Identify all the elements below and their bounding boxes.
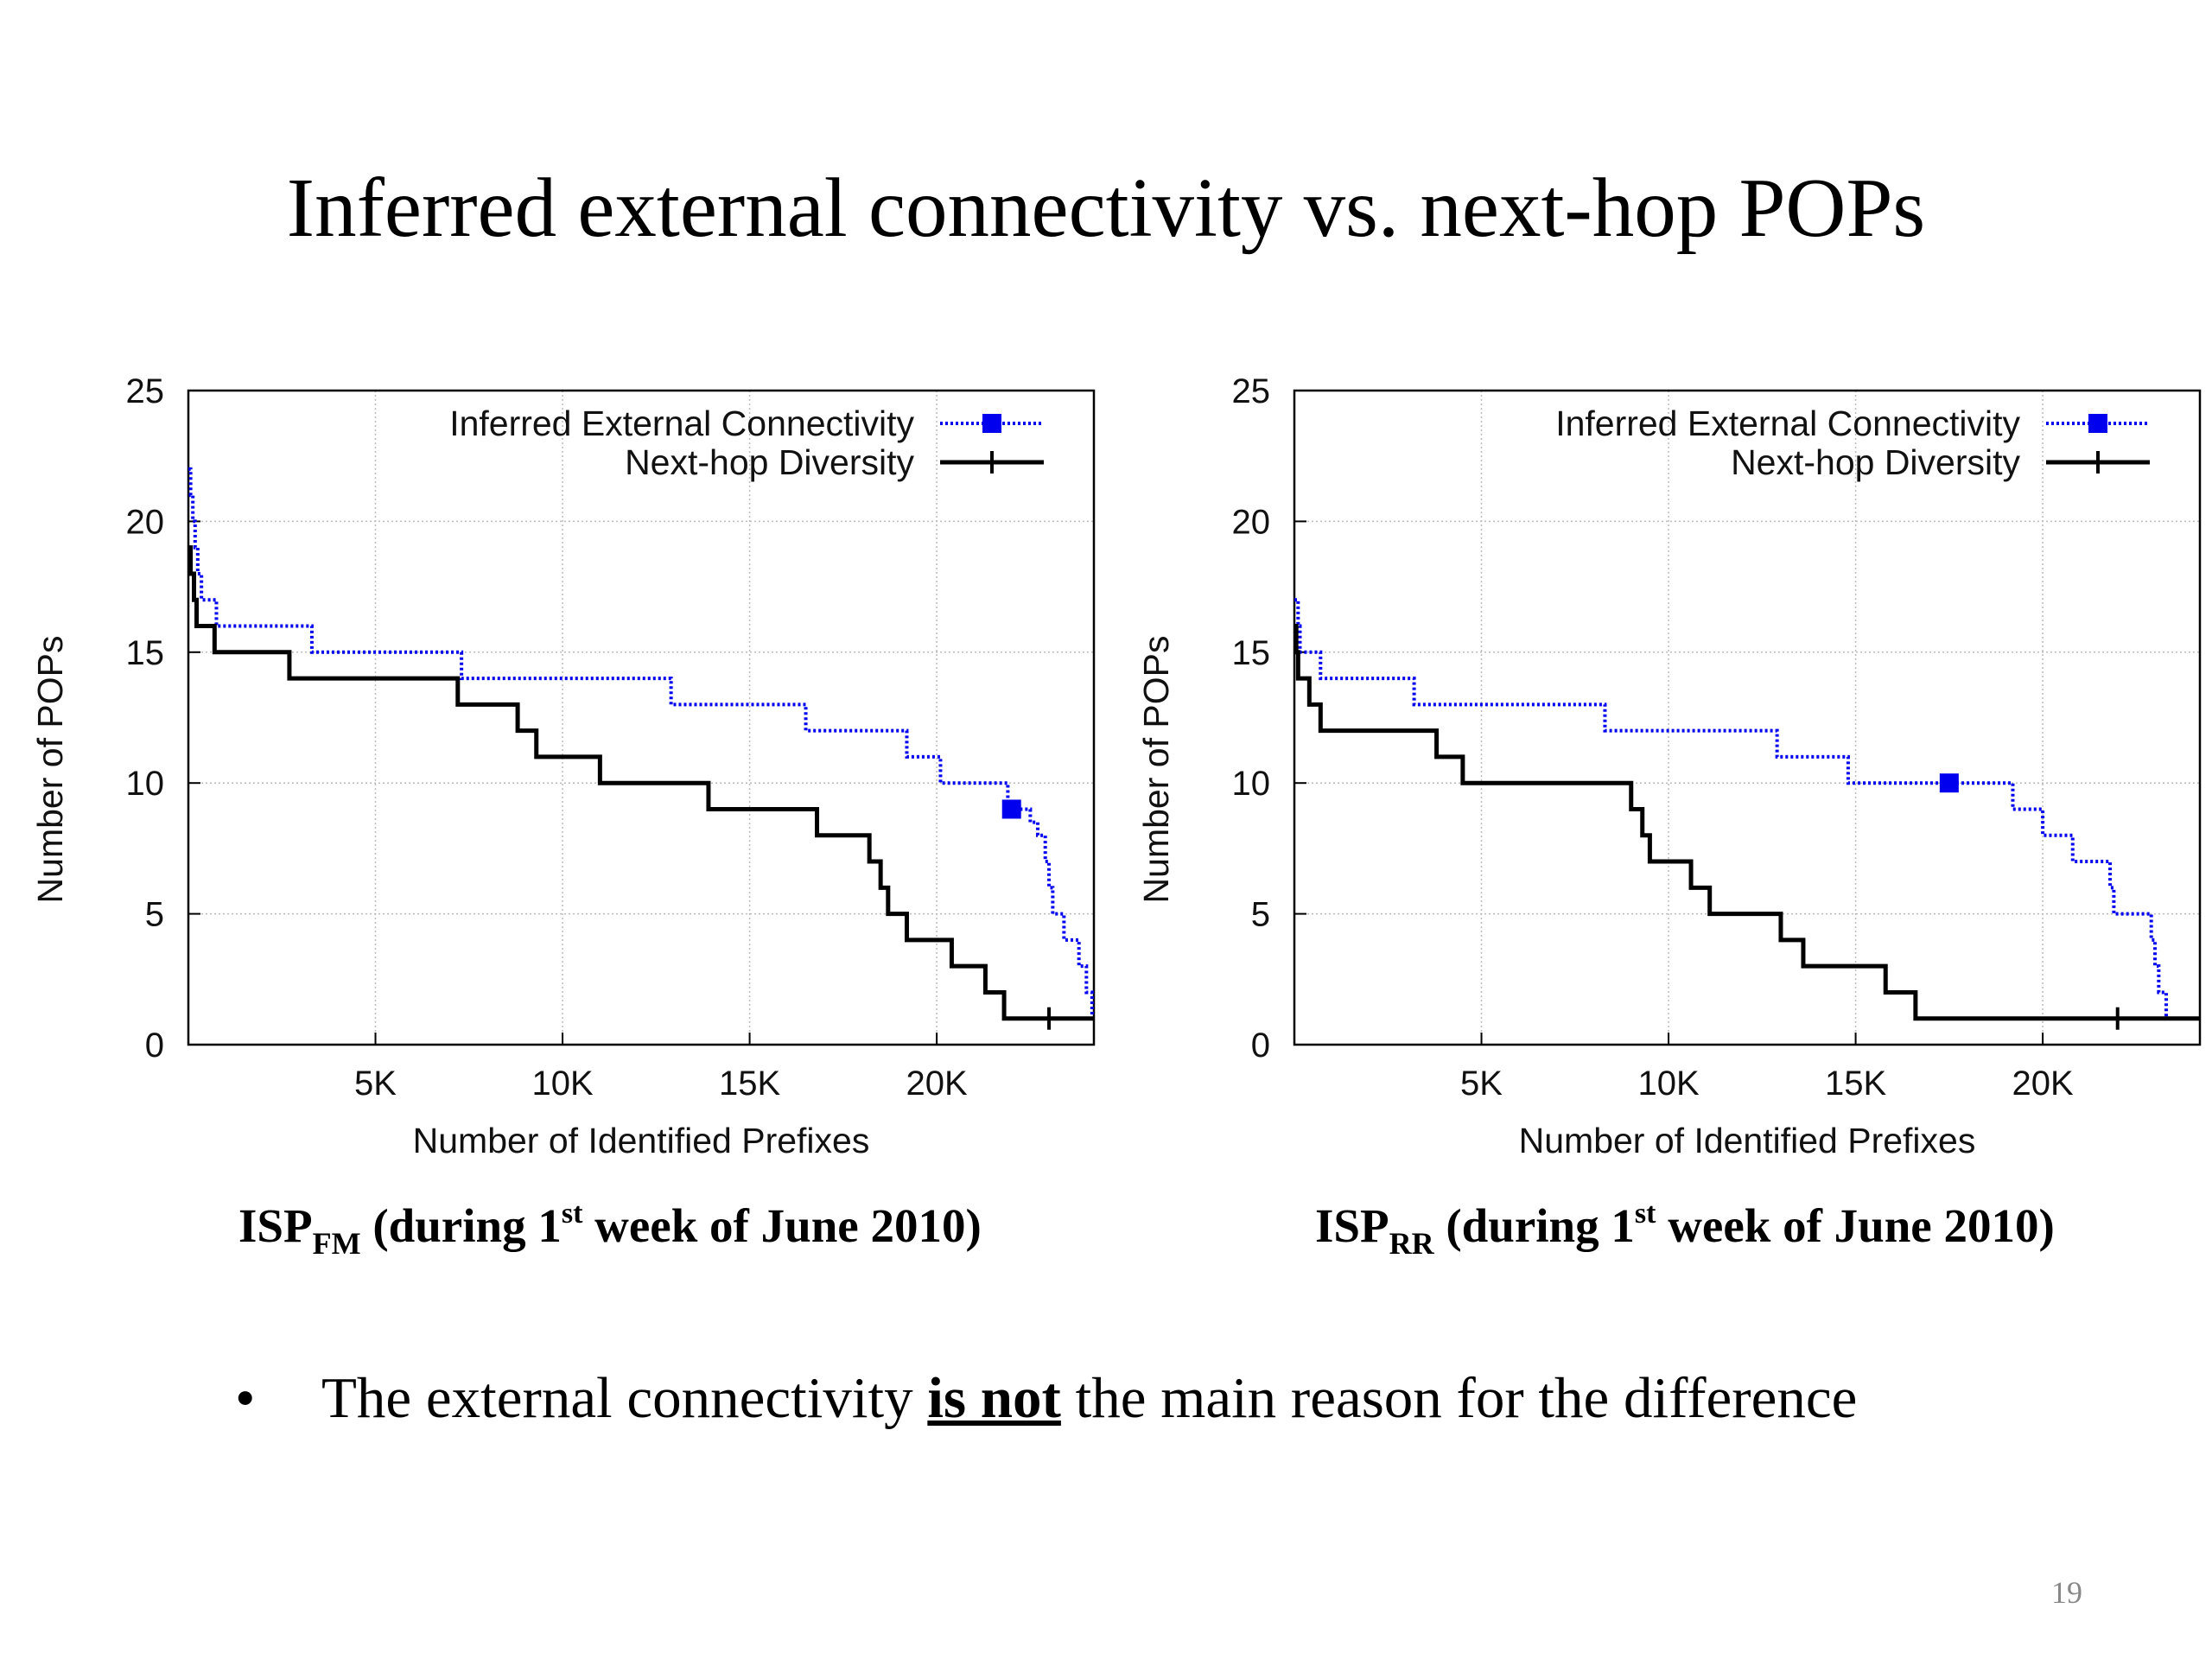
caption-superscript: st — [1634, 1198, 1656, 1230]
x-axis-label: Number of Identified Prefixes — [413, 1121, 870, 1160]
x-tick-label: 10K — [531, 1065, 593, 1103]
x-tick-label: 5K — [1460, 1065, 1503, 1103]
legend-label: Next-hop Diversity — [1731, 442, 2020, 482]
caption-subscript: RR — [1389, 1226, 1434, 1261]
bullet-text: The external connectivity — [321, 1366, 928, 1430]
bullet-emphasis: is not — [927, 1366, 1061, 1430]
caption-text: (during 1 — [1433, 1199, 1635, 1252]
plot-frame — [187, 389, 1096, 1046]
series-marker-square — [1939, 773, 1959, 793]
y-tick-label: 20 — [1232, 503, 1271, 541]
caption-prefix: ISP — [238, 1199, 313, 1252]
series-line-nexthop — [188, 545, 1094, 1021]
caption-prefix: ISP — [1315, 1199, 1389, 1252]
bullet-marker: • — [235, 1366, 256, 1430]
caption-subscript: FM — [312, 1226, 361, 1261]
series-line-nexthop — [1294, 624, 2200, 1021]
legend-label: Inferred External Connectivity — [1555, 404, 2020, 443]
series-marker-square — [1001, 799, 1021, 819]
y-tick-label: 5 — [145, 896, 164, 934]
page-number: 19 — [2051, 1575, 2082, 1610]
caption-text: week of June 2010) — [1656, 1199, 2055, 1252]
y-tick-label: 15 — [1232, 634, 1271, 672]
x-tick-label: 10K — [1637, 1065, 1699, 1103]
series-line-inferred — [1294, 598, 2169, 1019]
caption-isp-rr: ISPRR (during 1st week of June 2010) — [1315, 1198, 2055, 1262]
caption-text: (during 1 — [360, 1199, 562, 1252]
bullet-point: • The external connectivity is not the ma… — [235, 1365, 1857, 1432]
y-tick-label: 10 — [126, 765, 165, 803]
y-tick-label: 20 — [126, 503, 165, 541]
x-tick-label: 5K — [354, 1065, 397, 1103]
x-tick-label: 20K — [906, 1065, 968, 1103]
y-tick-label: 25 — [1232, 372, 1271, 410]
y-axis-label: Number of POPs — [30, 636, 70, 904]
y-tick-label: 15 — [126, 634, 165, 672]
caption-superscript: st — [561, 1198, 583, 1230]
legend-label: Next-hop Diversity — [625, 442, 914, 482]
legend-swatch-marker — [982, 414, 1001, 433]
legend-label: Inferred External Connectivity — [449, 404, 914, 443]
series-line-inferred — [188, 467, 1094, 1020]
plot-frame — [1293, 389, 2202, 1046]
x-tick-label: 15K — [719, 1065, 780, 1103]
y-tick-label: 10 — [1232, 765, 1271, 803]
y-tick-label: 0 — [145, 1027, 164, 1065]
y-tick-label: 5 — [1251, 896, 1270, 934]
chart-isp-rr: 5K 10K 15K 20K 0 5 10 15 20 25 Number of Identifie… — [1136, 372, 2202, 1160]
chart-isp-fm: 5K 10K 15K 20K 0 5 10 15 20 25 Number of Identifie… — [30, 372, 1096, 1160]
x-axis-label: Number of Identified Prefixes — [1519, 1121, 1976, 1160]
x-tick-label: 15K — [1825, 1065, 1886, 1103]
x-tick-label: 20K — [2012, 1065, 2074, 1103]
slide-title: Inferred external connectivity vs. next-… — [286, 162, 1926, 254]
caption-text: week of June 2010) — [582, 1199, 982, 1252]
y-tick-label: 25 — [126, 372, 165, 410]
bullet-text: the main reason for the difference — [1060, 1366, 1858, 1430]
caption-isp-fm: ISPFM (during 1st week of June 2010) — [238, 1198, 982, 1262]
y-tick-label: 0 — [1251, 1027, 1270, 1065]
y-axis-label: Number of POPs — [1136, 636, 1176, 904]
legend-swatch-marker — [2088, 414, 2107, 433]
